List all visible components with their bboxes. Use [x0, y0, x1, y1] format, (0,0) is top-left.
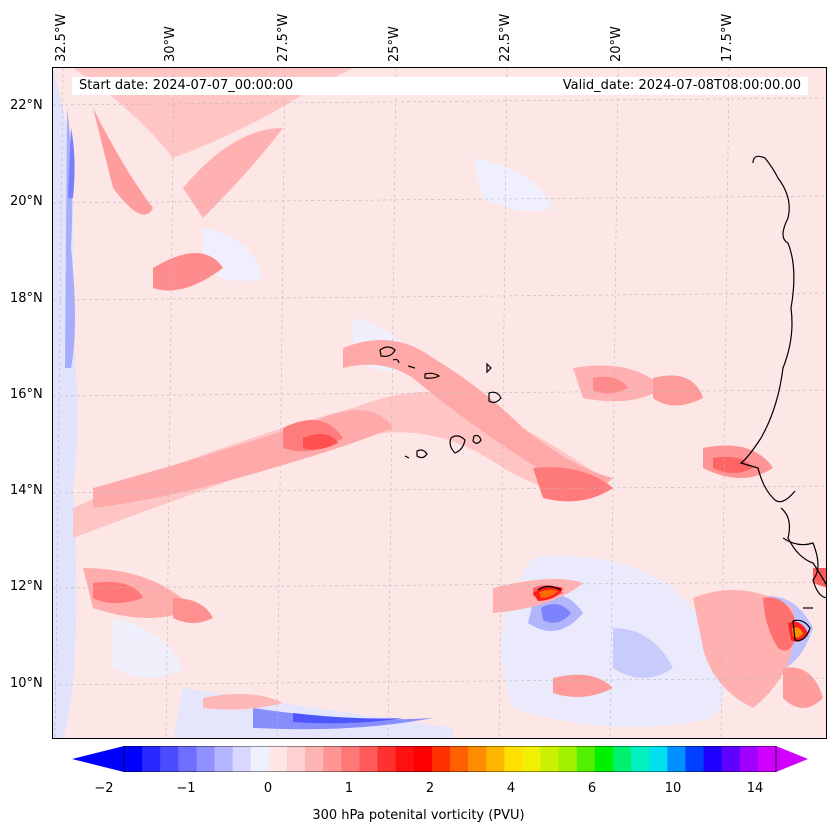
lon-label: 30°W	[163, 26, 178, 62]
colorbar-cell	[359, 746, 379, 772]
lon-label: 17.5°W	[720, 13, 735, 62]
lat-label: 22°N	[10, 98, 43, 113]
colorbar-cell	[196, 746, 216, 772]
colorbar-tick: 10	[664, 781, 682, 796]
islands	[379, 346, 813, 642]
colorbar-tick: 14	[746, 781, 764, 796]
colorbar-cell	[540, 746, 560, 772]
colorbar-cell	[486, 746, 505, 772]
valid-date: Valid_date: 2024-07-08T08:00:00.00	[562, 78, 801, 93]
lat-label: 18°N	[10, 291, 43, 306]
colorbar-cell	[504, 746, 523, 772]
colorbar-cell	[178, 746, 197, 772]
start-date: Start date: 2024-07-07_00:00:00	[79, 78, 294, 93]
colorbar-cell	[685, 746, 705, 772]
pv-field	[53, 68, 826, 738]
colorbar-cell	[323, 746, 342, 772]
colorbar-cell	[142, 746, 161, 772]
colorbar-min-extension	[72, 746, 124, 772]
colorbar-cell	[739, 746, 759, 772]
colorbar-cell	[287, 746, 306, 772]
positive-pv-regions	[73, 68, 826, 710]
colorbar-cell	[631, 746, 650, 772]
colorbar	[72, 746, 808, 772]
colorbar-cell	[468, 746, 487, 772]
colorbar-cell	[431, 746, 451, 772]
lon-label: 27.5°W	[276, 13, 291, 62]
lat-label: 20°N	[10, 194, 43, 209]
lat-label: 14°N	[10, 483, 43, 498]
pv-map	[52, 67, 827, 739]
colorbar-cell	[341, 746, 360, 772]
colorbar-cell	[703, 746, 723, 772]
lon-label: 20°W	[609, 26, 624, 62]
colorbar-max-extension	[776, 746, 808, 772]
colorbar-tick: 6	[587, 781, 597, 796]
lat-label: 12°N	[10, 579, 43, 594]
colorbar-cell	[522, 746, 542, 772]
colorbar-cell	[450, 746, 469, 772]
colorbar-tick: 2	[425, 781, 435, 796]
colorbar-cell	[268, 746, 288, 772]
lon-label: 22.5°W	[498, 13, 513, 62]
colorbar-cell	[160, 746, 179, 772]
lon-label: 32.5°W	[54, 13, 69, 62]
colorbar-cell	[757, 746, 777, 772]
colorbar-cell	[250, 746, 270, 772]
colorbar-tick: 1	[344, 781, 354, 796]
colorbar-cell	[395, 746, 415, 772]
colorbar-cell	[413, 746, 433, 772]
colorbar-cells	[124, 746, 777, 772]
colorbar-tick: −1	[176, 781, 196, 796]
colorbar-cell	[594, 746, 614, 772]
colorbar-cell	[649, 746, 668, 772]
gridlines	[53, 68, 826, 738]
colorbar-cell	[667, 746, 686, 772]
lat-label: 16°N	[10, 387, 43, 402]
colorbar-title: 300 hPa potenital vorticity (PVU)	[312, 808, 525, 823]
colorbar-tick: 4	[506, 781, 516, 796]
lat-label: 10°N	[10, 676, 43, 691]
colorbar-cell	[576, 746, 596, 772]
colorbar-cell	[214, 746, 234, 772]
lon-label: 25°W	[387, 26, 402, 62]
colorbar-cell	[558, 746, 578, 772]
colorbar-cell	[613, 746, 632, 772]
colorbar-cell	[305, 746, 324, 772]
colorbar-cell	[721, 746, 741, 772]
colorbar-tick: −2	[94, 781, 114, 796]
colorbar-tick: 0	[263, 781, 273, 796]
colorbar-cell	[377, 746, 397, 772]
colorbar-cell	[232, 746, 252, 772]
coastline	[739, 155, 826, 599]
colorbar-cell	[124, 746, 143, 772]
date-info-bar: Start date: 2024-07-07_00:00:00 Valid_da…	[72, 77, 808, 95]
